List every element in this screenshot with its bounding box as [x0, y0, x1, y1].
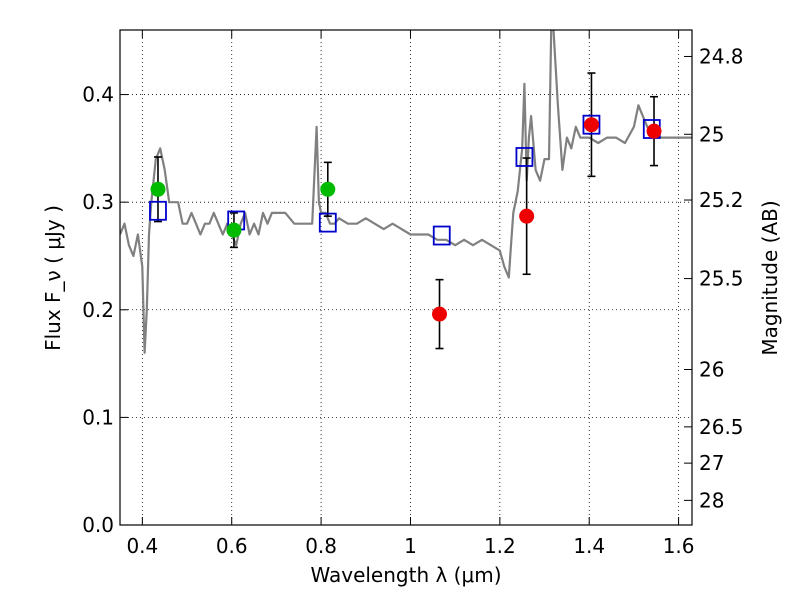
x-tick-label: 1.4 [573, 534, 605, 558]
y-tick-label: 0.0 [82, 513, 114, 537]
right-tick-label: 25.2 [699, 188, 744, 212]
plot-frame [119, 29, 693, 526]
x-axis-title: Wavelength λ (μm) [310, 563, 501, 587]
model-box [515, 147, 534, 167]
x-tick-label: 0.4 [126, 534, 158, 558]
tick-layer: 0.4 0.6 0.8 1 1.2 1.4 1.6 0.0 0.1 0.2 0.3 0.4 24.8 25… [82, 30, 744, 558]
model-box [149, 200, 167, 221]
green-point [320, 181, 336, 197]
spectrum-layer [120, 30, 692, 354]
green-point [226, 222, 242, 238]
red-point [519, 208, 535, 224]
model-box [432, 225, 451, 246]
y-tick-label: 0.4 [82, 83, 114, 107]
red-point [646, 123, 662, 139]
x-tick-label: 1 [404, 534, 417, 558]
right-tick-label: 25 [699, 122, 724, 146]
red-point [583, 117, 599, 133]
x-tick-label: 0.6 [216, 534, 248, 558]
right-tick-label: 27 [699, 451, 724, 475]
model-box [318, 212, 337, 233]
model-box [582, 114, 601, 135]
right-tick-label: 26.5 [699, 415, 744, 439]
x-tick-label: 1.6 [663, 534, 695, 558]
right-tick-label: 24.8 [699, 44, 744, 68]
spectrum-line [120, 30, 692, 354]
x-tick-label: 1.2 [484, 534, 516, 558]
right-tick-label: 25.5 [699, 267, 744, 291]
green-point [150, 181, 166, 197]
grid [120, 30, 692, 526]
right-tick-label: 26 [699, 358, 724, 382]
right-tick-label: 28 [699, 488, 724, 512]
red-point [432, 306, 448, 322]
y-tick-label: 0.2 [82, 298, 114, 322]
y-tick-label: 0.3 [82, 190, 114, 214]
y-tick-label: 0.1 [82, 405, 114, 429]
right-axis-title: Magnitude (AB) [758, 200, 782, 355]
y-axis-title: Flux F_ν ( μJy ) [41, 205, 65, 351]
x-tick-label: 0.8 [305, 534, 337, 558]
point-layer [150, 117, 662, 322]
